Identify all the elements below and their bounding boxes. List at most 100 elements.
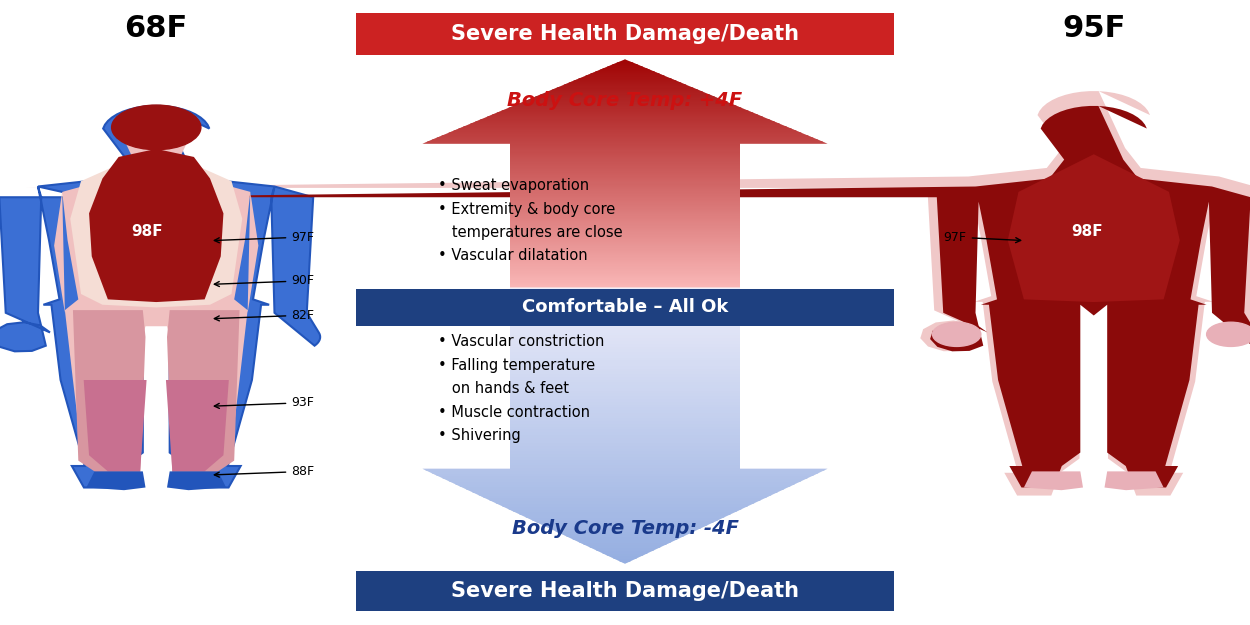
Bar [410,354,840,356]
Bar [410,296,840,299]
Bar [410,464,840,467]
Bar [410,390,840,392]
Bar [410,351,840,354]
Bar [410,312,840,315]
Bar [410,146,840,148]
Bar [410,348,840,351]
Bar [410,301,840,304]
Bar [410,371,840,373]
Bar [410,127,840,130]
Bar [410,376,840,379]
Bar [410,481,840,484]
Text: Body Core Temp: +4F: Body Core Temp: +4F [508,91,742,109]
Bar [410,185,840,187]
FancyBboxPatch shape [356,571,894,611]
Bar [410,439,840,442]
Bar [410,442,840,445]
Bar [410,137,840,139]
Polygon shape [166,380,229,471]
Bar [410,221,840,224]
Bar [410,231,840,232]
Text: 88F: 88F [214,465,315,478]
Bar [410,384,840,387]
Bar [410,87,840,89]
Bar [410,406,840,409]
Bar [410,356,840,359]
Bar [410,96,840,98]
Bar [410,470,840,472]
Bar [410,141,840,144]
Bar [410,73,840,76]
Bar [410,387,840,390]
Bar [410,420,840,423]
Bar [410,256,840,258]
Bar [410,544,840,547]
Bar [410,437,840,439]
Bar [410,379,840,381]
Bar [410,94,840,96]
Polygon shape [84,380,146,471]
Bar [410,511,840,514]
Bar [410,180,840,182]
Bar [410,528,840,531]
Bar [410,290,840,293]
Polygon shape [86,106,1250,488]
Bar [410,244,840,246]
Bar [410,426,840,428]
Bar [410,536,840,539]
Bar [410,495,840,498]
Bar [410,332,840,334]
Bar [410,121,840,123]
Bar [410,224,840,226]
Bar [410,414,840,418]
Bar [410,167,840,169]
Polygon shape [25,91,1250,496]
Bar [410,158,840,160]
Bar [410,80,840,82]
Bar [410,89,840,91]
Bar [410,561,840,564]
Bar [410,318,840,321]
Bar [410,340,840,342]
Bar [410,160,840,162]
Bar [410,91,840,94]
Text: 95F: 95F [1062,14,1125,42]
Text: Body Core Temp: -4F: Body Core Temp: -4F [511,519,739,538]
Bar [410,258,840,260]
Bar [410,525,840,528]
Bar [410,271,840,274]
Bar [410,359,840,362]
Text: 93F: 93F [214,396,314,409]
Bar [410,274,840,276]
Bar [410,249,840,251]
Bar [410,281,840,283]
Bar [410,517,840,519]
Bar [410,346,840,348]
Text: 97F: 97F [214,231,314,244]
Bar [410,196,840,199]
Text: 82F: 82F [214,309,314,322]
Polygon shape [70,154,243,308]
Bar [410,251,840,253]
Bar [410,155,840,158]
Bar [410,381,840,384]
Bar [410,102,840,105]
Text: Severe Health Damage/Death: Severe Health Damage/Death [451,24,799,44]
Polygon shape [1008,154,1180,302]
Bar [410,539,840,542]
Bar [410,276,840,278]
Bar [410,453,840,456]
Polygon shape [1105,471,1164,490]
Polygon shape [168,310,240,477]
Bar [410,173,840,176]
Bar [410,114,840,116]
Bar [410,514,840,517]
Bar [410,64,840,66]
Bar [410,219,840,221]
Bar [410,392,840,395]
Bar [410,412,840,414]
Text: 68F: 68F [125,14,188,42]
Bar [410,338,840,340]
Bar [410,123,840,126]
Bar [410,148,840,151]
